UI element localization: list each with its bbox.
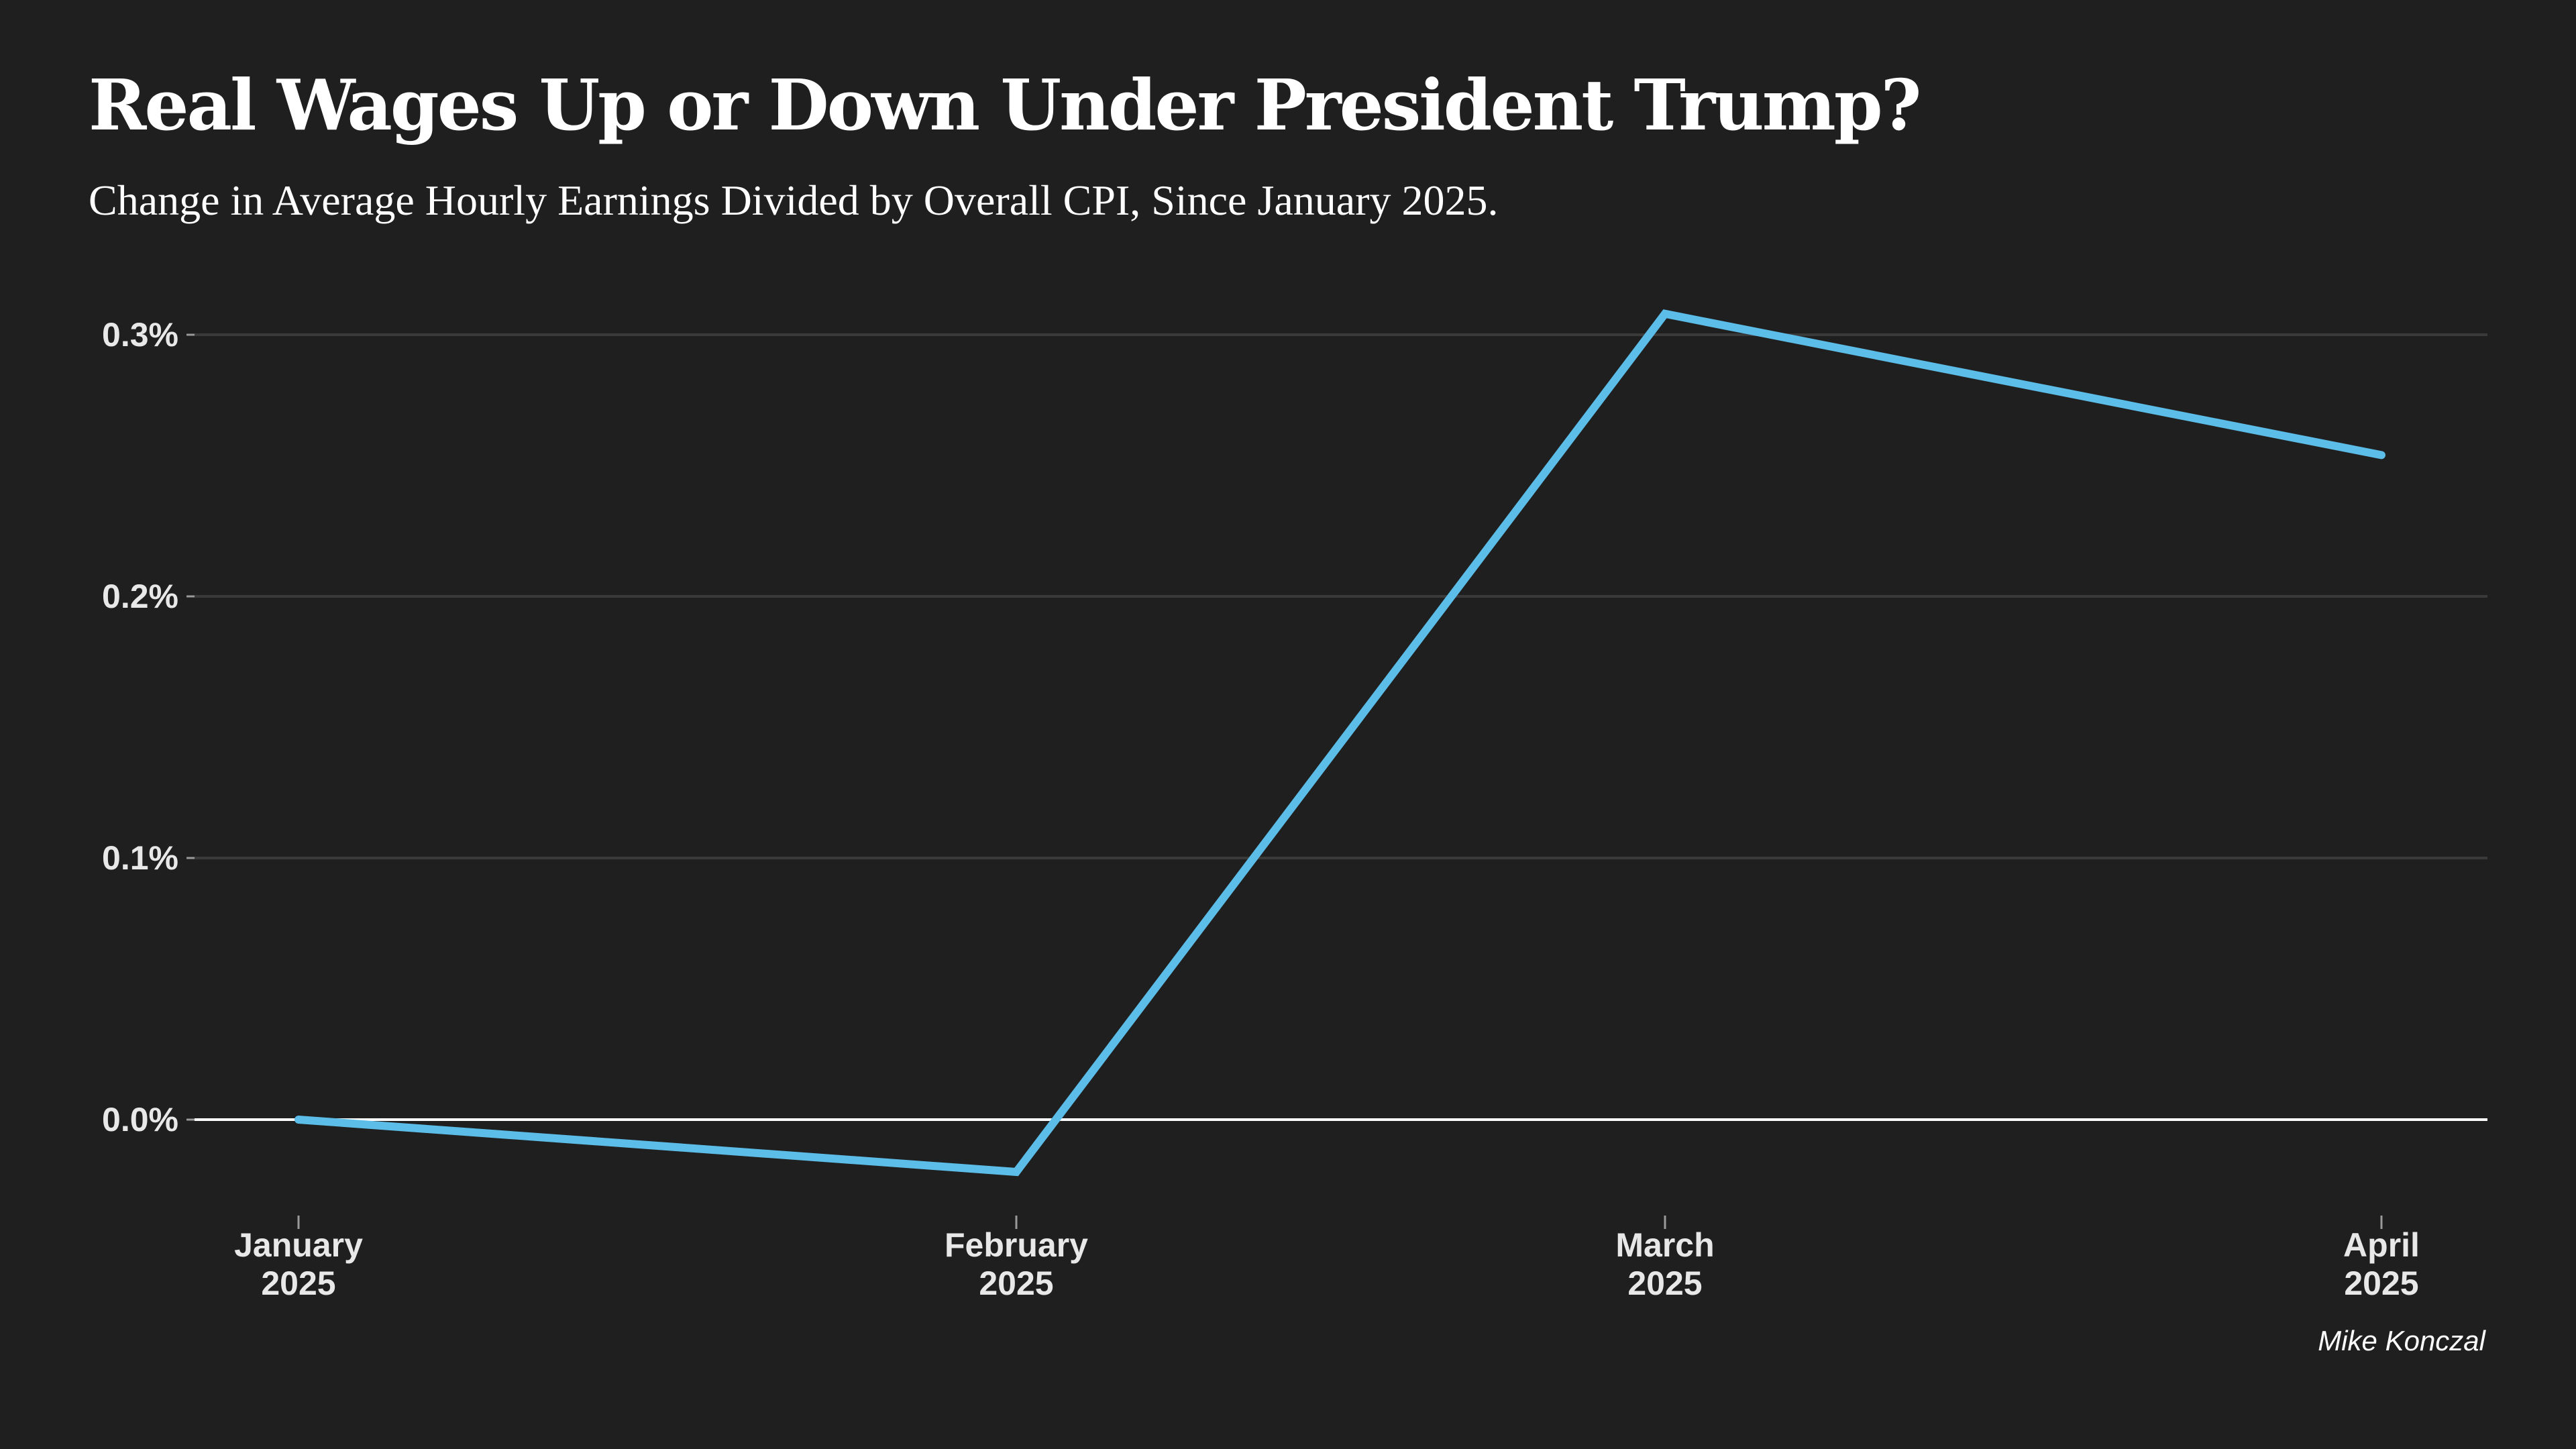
data-point	[2381, 454, 2382, 455]
x-tick-label: April 2025	[2343, 1226, 2420, 1302]
y-tick-label: 0.2%	[102, 578, 178, 615]
data-point	[298, 1119, 299, 1120]
chart-title: Real Wages Up or Down Under President Tr…	[89, 64, 1921, 146]
chart-subtitle: Change in Average Hourly Earnings Divide…	[89, 176, 1499, 224]
y-tick-label: 0.0%	[102, 1101, 178, 1138]
y-tick-label: 0.1%	[102, 839, 178, 877]
y-axis: 0.0% 0.1% 0.2% 0.3%	[102, 316, 195, 1138]
x-tick-label: March 2025	[1615, 1226, 1714, 1302]
data-point	[1664, 313, 1666, 315]
data-point	[1016, 1171, 1017, 1173]
x-tick-label: February 2025	[945, 1226, 1088, 1302]
credit-text: Mike Konczal	[2318, 1325, 2485, 1356]
series-line	[294, 309, 2385, 1177]
y-tick-label: 0.3%	[102, 316, 178, 354]
gridlines	[195, 333, 2487, 1121]
x-axis: January 2025 February 2025 March 2025 April 202…	[234, 1216, 2420, 1302]
x-tick-label: January 2025	[234, 1226, 363, 1302]
series-layer	[294, 309, 2385, 1177]
